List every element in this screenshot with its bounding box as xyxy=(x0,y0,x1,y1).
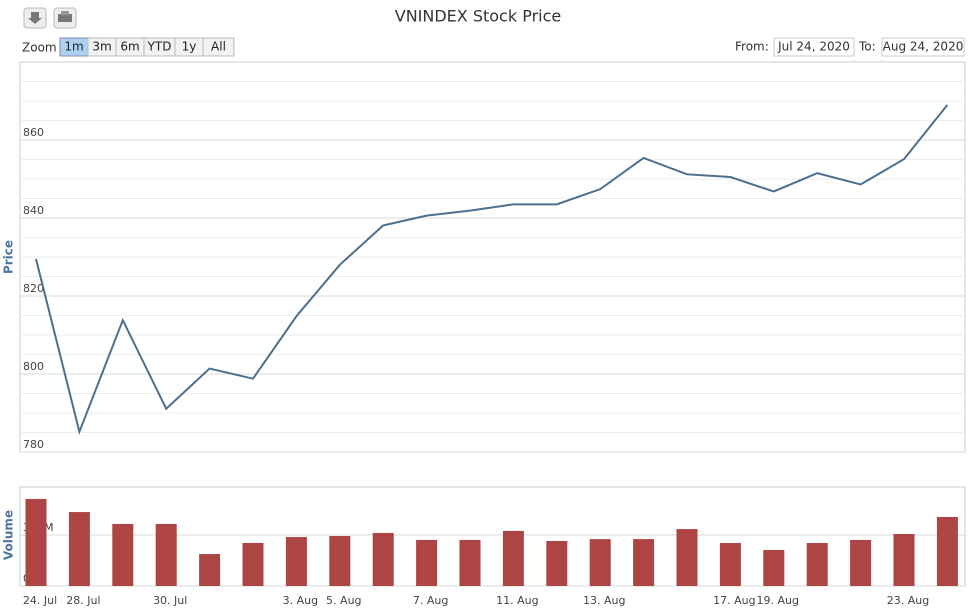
print-button[interactable] xyxy=(53,7,77,29)
button-label: 1m xyxy=(64,40,83,54)
x-tick-label: 30. Jul xyxy=(153,594,187,607)
from-input[interactable]: Jul 24, 2020 xyxy=(773,37,855,57)
volume-bar xyxy=(459,539,481,586)
button-box xyxy=(202,37,235,57)
volume-bar xyxy=(719,542,741,586)
volume-bar xyxy=(329,536,351,586)
y-axis-title: Price xyxy=(2,240,16,274)
volume-bar xyxy=(936,516,958,586)
volume-bar xyxy=(806,542,828,586)
volume-bar xyxy=(155,523,177,586)
x-tick-label: 17. Aug xyxy=(713,594,755,607)
volume-bar xyxy=(199,554,221,586)
x-tick-label: 24. Jul xyxy=(23,594,57,607)
button-label: 3m xyxy=(92,40,111,54)
x-tick-label: 23. Aug xyxy=(887,594,929,607)
volume-bar xyxy=(68,512,90,586)
zoom-label: Zoom xyxy=(22,41,57,55)
zoom-button[interactable]: YTD xyxy=(143,37,176,57)
y-axis-title: Volume xyxy=(2,510,16,560)
zoom-button[interactable]: 3m xyxy=(87,37,117,57)
volume-bar xyxy=(850,539,872,586)
download-button[interactable] xyxy=(23,7,47,29)
x-tick-label: 13. Aug xyxy=(583,594,625,607)
volume-bar xyxy=(633,539,655,586)
x-tick-label: 19. Aug xyxy=(757,594,799,607)
button-label: YTD xyxy=(147,40,172,54)
price-line xyxy=(35,104,949,436)
volume-bar xyxy=(893,533,915,586)
volume-bar xyxy=(546,540,568,586)
to-value: Aug 24, 2020 xyxy=(883,40,964,54)
to-input[interactable]: Aug 24, 2020 xyxy=(881,37,965,57)
x-tick-label: 3. Aug xyxy=(283,594,318,607)
button-label: All xyxy=(211,40,226,54)
volume-bar xyxy=(242,542,264,586)
y-tick-label: 780 xyxy=(23,438,44,451)
to-label: To: xyxy=(858,40,876,54)
zoom-button[interactable]: 1y xyxy=(174,37,204,57)
zoom-button[interactable]: All xyxy=(202,37,235,57)
volume-bar xyxy=(416,539,438,586)
y-tick-label: 860 xyxy=(23,126,44,139)
volume-bar xyxy=(676,529,698,586)
volume-bar xyxy=(502,530,524,586)
y-tick-label: 840 xyxy=(23,204,44,217)
from-value: Jul 24, 2020 xyxy=(777,40,850,54)
y-tick-label: 800 xyxy=(23,360,44,373)
chart-title: VNINDEX Stock Price xyxy=(395,7,561,26)
y-tick-label: 820 xyxy=(23,282,44,295)
volume-bar xyxy=(285,537,307,586)
volume-bar xyxy=(763,549,785,586)
x-tick-label: 5. Aug xyxy=(326,594,361,607)
x-tick-label: 11. Aug xyxy=(496,594,538,607)
button-label: 1y xyxy=(182,40,197,54)
x-tick-label: 28. Jul xyxy=(66,594,100,607)
volume-bar xyxy=(589,539,611,586)
zoom-button[interactable]: 1m xyxy=(59,37,89,57)
button-label: 6m xyxy=(120,40,139,54)
from-label: From: xyxy=(735,40,769,54)
volume-bar xyxy=(112,523,134,586)
volume-bar xyxy=(25,498,47,586)
volume-bar xyxy=(372,532,394,586)
zoom-button[interactable]: 6m xyxy=(115,37,145,57)
x-tick-label: 7. Aug xyxy=(413,594,448,607)
